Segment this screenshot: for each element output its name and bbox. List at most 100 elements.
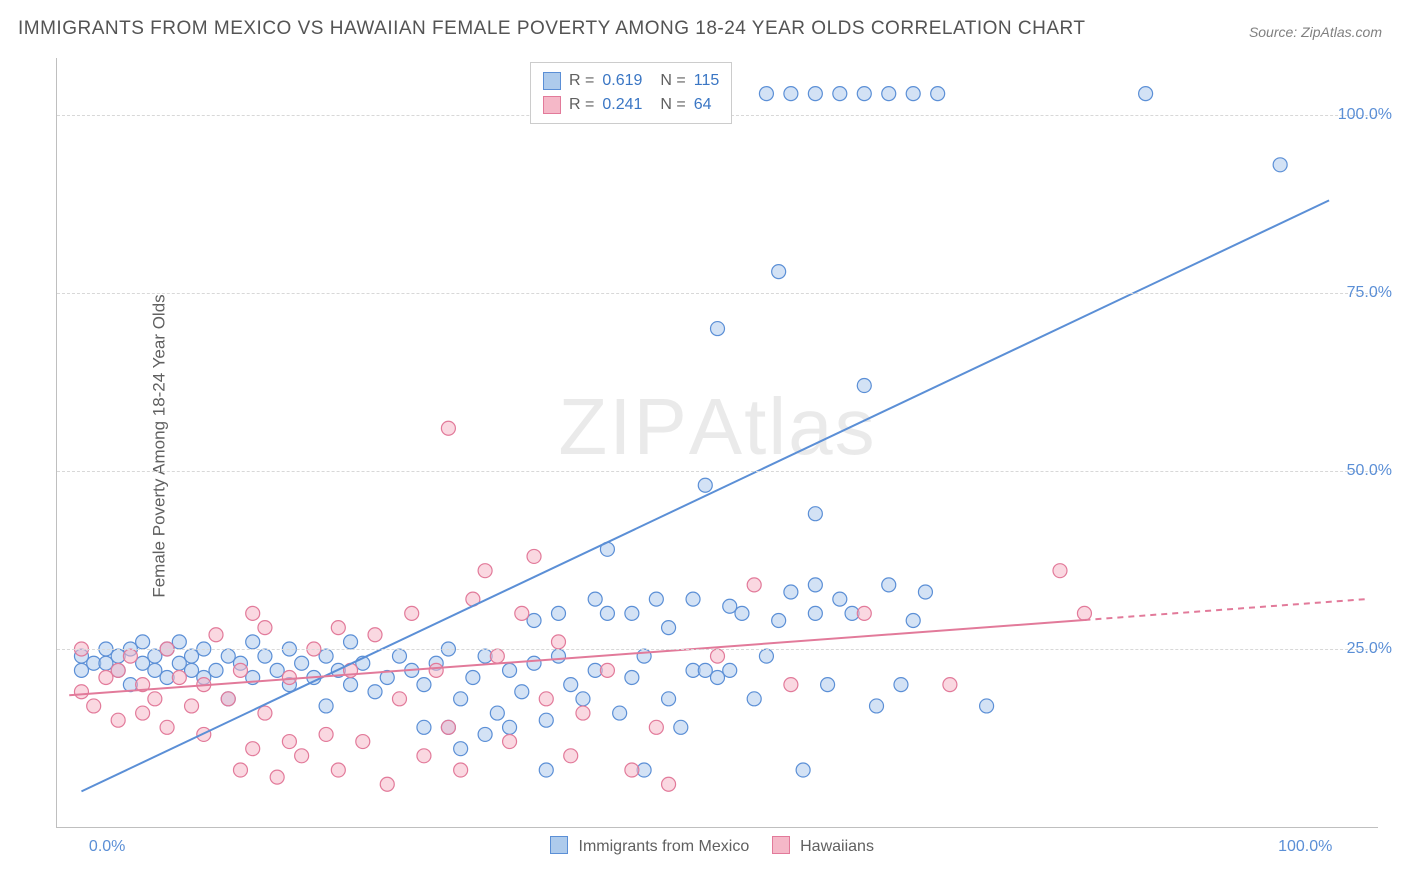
data-point <box>331 763 345 777</box>
data-point <box>980 699 994 713</box>
legend-series: Immigrants from Mexico Hawaiians <box>0 836 1406 856</box>
data-point <box>1077 606 1091 620</box>
data-point <box>221 692 235 706</box>
data-point <box>576 692 590 706</box>
data-point <box>233 663 247 677</box>
data-point <box>870 699 884 713</box>
legend-r-value-2: 0.241 <box>602 96 642 114</box>
data-point <box>368 685 382 699</box>
trend-line <box>81 200 1329 791</box>
data-point <box>711 649 725 663</box>
data-point <box>454 763 468 777</box>
data-point <box>576 706 590 720</box>
data-point <box>295 656 309 670</box>
data-point <box>515 606 529 620</box>
data-point <box>772 265 786 279</box>
data-point <box>539 713 553 727</box>
data-point <box>417 720 431 734</box>
data-point <box>882 87 896 101</box>
data-point <box>319 699 333 713</box>
data-point <box>515 685 529 699</box>
legend-label-hawaiians: Hawaiians <box>800 838 874 855</box>
data-point <box>698 663 712 677</box>
data-point <box>368 628 382 642</box>
data-point <box>172 670 186 684</box>
data-point <box>209 628 223 642</box>
data-point <box>882 578 896 592</box>
data-point <box>270 770 284 784</box>
data-point <box>796 763 810 777</box>
plot-area: ZIPAtlas <box>56 58 1378 828</box>
data-point <box>246 635 260 649</box>
data-point <box>649 592 663 606</box>
data-point <box>136 706 150 720</box>
data-point <box>625 670 639 684</box>
data-point <box>784 678 798 692</box>
data-point <box>123 649 137 663</box>
data-point <box>1139 87 1153 101</box>
data-point <box>441 421 455 435</box>
data-point <box>625 606 639 620</box>
data-point <box>808 507 822 521</box>
data-point <box>148 649 162 663</box>
data-point <box>662 692 676 706</box>
data-point <box>784 585 798 599</box>
data-point <box>711 670 725 684</box>
data-point <box>490 649 504 663</box>
data-point <box>551 606 565 620</box>
data-point <box>686 592 700 606</box>
data-point <box>539 763 553 777</box>
data-point <box>772 614 786 628</box>
data-point <box>527 656 541 670</box>
data-point <box>478 727 492 741</box>
data-point <box>833 87 847 101</box>
data-point <box>551 649 565 663</box>
data-point <box>429 663 443 677</box>
data-point <box>454 692 468 706</box>
data-point <box>698 478 712 492</box>
data-point <box>74 663 88 677</box>
legend-n-label: N = <box>660 72 685 90</box>
data-point <box>857 606 871 620</box>
data-point <box>1053 564 1067 578</box>
gridline <box>57 649 1378 650</box>
data-point <box>258 621 272 635</box>
data-point <box>662 621 676 635</box>
data-point <box>221 649 235 663</box>
data-point <box>87 699 101 713</box>
data-point <box>527 549 541 563</box>
data-point <box>111 663 125 677</box>
data-point <box>637 649 651 663</box>
x-tick-0: 0.0% <box>89 838 125 856</box>
data-point <box>784 87 798 101</box>
data-point <box>99 656 113 670</box>
legend-label-mexico: Immigrants from Mexico <box>579 838 750 855</box>
legend-swatch-hawaiians <box>543 96 561 114</box>
data-point <box>723 663 737 677</box>
data-point <box>613 706 627 720</box>
data-point <box>527 614 541 628</box>
legend-r-label: R = <box>569 72 594 90</box>
data-point <box>99 670 113 684</box>
data-point <box>258 649 272 663</box>
data-point <box>723 599 737 613</box>
data-point <box>160 720 174 734</box>
data-point <box>649 720 663 734</box>
data-point <box>600 606 614 620</box>
data-point <box>258 706 272 720</box>
chart-title: IMMIGRANTS FROM MEXICO VS HAWAIIAN FEMAL… <box>18 18 1086 40</box>
data-point <box>185 649 199 663</box>
data-point <box>808 87 822 101</box>
data-point <box>808 606 822 620</box>
legend-swatch-mexico <box>543 72 561 90</box>
data-point <box>380 777 394 791</box>
data-point <box>662 777 676 791</box>
data-point <box>600 663 614 677</box>
data-point <box>539 692 553 706</box>
data-point <box>295 749 309 763</box>
data-point <box>344 678 358 692</box>
data-point <box>454 742 468 756</box>
gridline <box>57 471 1378 472</box>
data-point <box>711 322 725 336</box>
legend-r-label: R = <box>569 96 594 114</box>
